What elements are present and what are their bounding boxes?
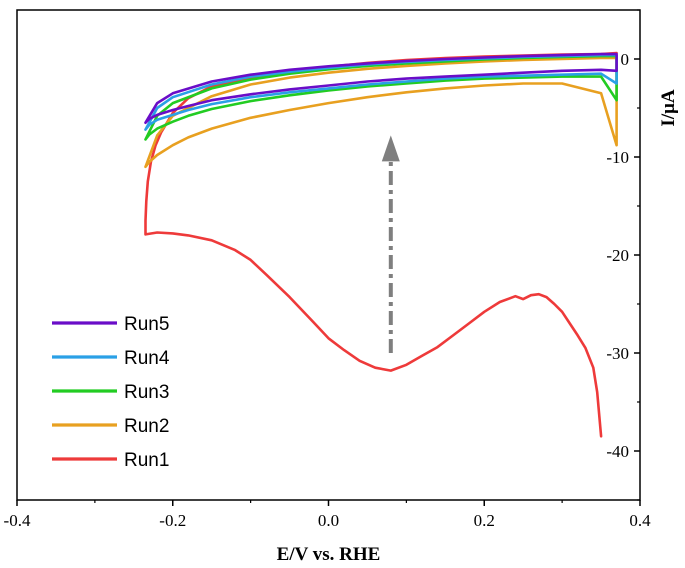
legend-label-run3: Run3: [124, 382, 169, 403]
series-line-run4: [144, 53, 618, 131]
series-line-run1: [144, 51, 618, 438]
x-axis-title: E/V vs. RHE: [277, 544, 381, 565]
x-tick-label: 0.4: [629, 511, 651, 530]
y-axis-title: I/μA: [658, 89, 679, 126]
series-layer: [144, 51, 618, 438]
annotation-arrow-head: [381, 135, 400, 162]
x-tick-label: 0.2: [474, 511, 495, 530]
y-tick-label: -30: [606, 344, 629, 363]
x-tick-label: -0.2: [159, 511, 186, 530]
y-tick-label: 0: [621, 50, 630, 69]
series-line-run5: [144, 52, 618, 124]
legend-label-run5: Run5: [124, 314, 169, 335]
legend: Run5 Run4 Run3 Run2 Run1: [52, 314, 170, 471]
y-tick-label: -20: [606, 246, 629, 265]
annotation-layer: [381, 135, 400, 353]
y-axis-ticks: 0 -10 -20 -30 -40: [606, 9, 640, 501]
y-tick-label: -10: [606, 148, 629, 167]
x-axis-ticks: -0.4 -0.2 0.0 0.2 0.4: [4, 500, 651, 530]
y-tick-label: -40: [606, 442, 629, 461]
x-tick-label: 0.0: [318, 511, 339, 530]
legend-label-run1: Run1: [124, 450, 169, 471]
x-tick-label: -0.4: [4, 511, 31, 530]
series-line-run3: [144, 54, 618, 141]
legend-label-run2: Run2: [124, 416, 169, 437]
legend-label-run4: Run4: [124, 348, 170, 369]
series-line-run2: [144, 56, 618, 169]
